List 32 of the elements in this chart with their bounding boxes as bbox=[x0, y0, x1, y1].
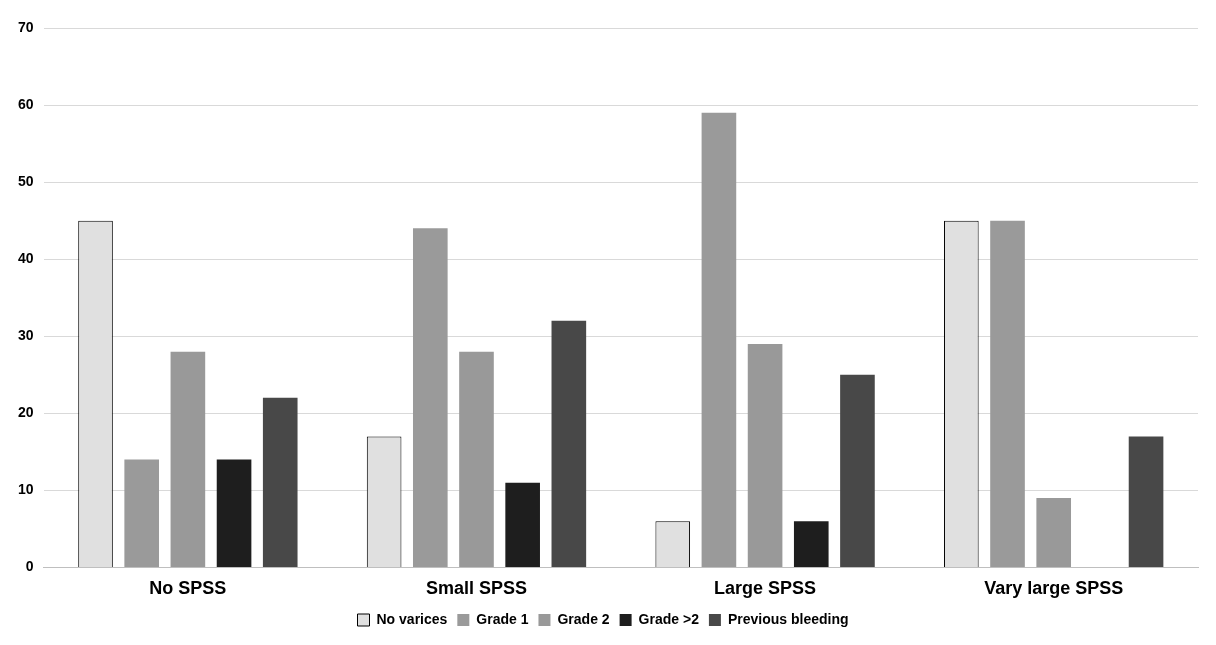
y-tick-label: 0 bbox=[25, 558, 34, 575]
legend-label: Previous bleeding bbox=[727, 610, 849, 627]
bar bbox=[840, 374, 875, 567]
legend-label: Grade 1 bbox=[476, 610, 529, 627]
y-tick-label: 10 bbox=[17, 481, 34, 498]
bar bbox=[747, 343, 783, 567]
y-tick-label: 50 bbox=[17, 172, 34, 189]
bar bbox=[1128, 436, 1164, 567]
y-tick-label: 40 bbox=[17, 250, 34, 267]
bar bbox=[793, 521, 829, 567]
bar bbox=[1036, 498, 1072, 567]
legend-label: No varices bbox=[376, 610, 448, 627]
bar bbox=[990, 220, 1025, 567]
bar bbox=[505, 482, 540, 567]
bar bbox=[262, 397, 298, 567]
y-tick-label: 70 bbox=[17, 18, 34, 35]
y-tick-label: 60 bbox=[17, 95, 34, 112]
x-tick-label: Vary large SPSS bbox=[984, 578, 1124, 599]
bar bbox=[551, 320, 587, 567]
x-tick-label: Large SPSS bbox=[714, 578, 817, 599]
y-tick-label: 30 bbox=[17, 327, 34, 344]
bar bbox=[459, 351, 494, 567]
bar bbox=[170, 351, 206, 567]
legend-label: Grade 2 bbox=[557, 610, 610, 627]
bar bbox=[124, 459, 160, 567]
legend-label: Grade >2 bbox=[638, 610, 700, 627]
x-tick-label: No SPSS bbox=[149, 578, 227, 599]
bar bbox=[701, 112, 737, 567]
bar bbox=[412, 228, 448, 567]
x-tick-label: Small SPSS bbox=[425, 578, 528, 599]
y-tick-label: 20 bbox=[17, 404, 34, 421]
bar bbox=[216, 459, 252, 567]
